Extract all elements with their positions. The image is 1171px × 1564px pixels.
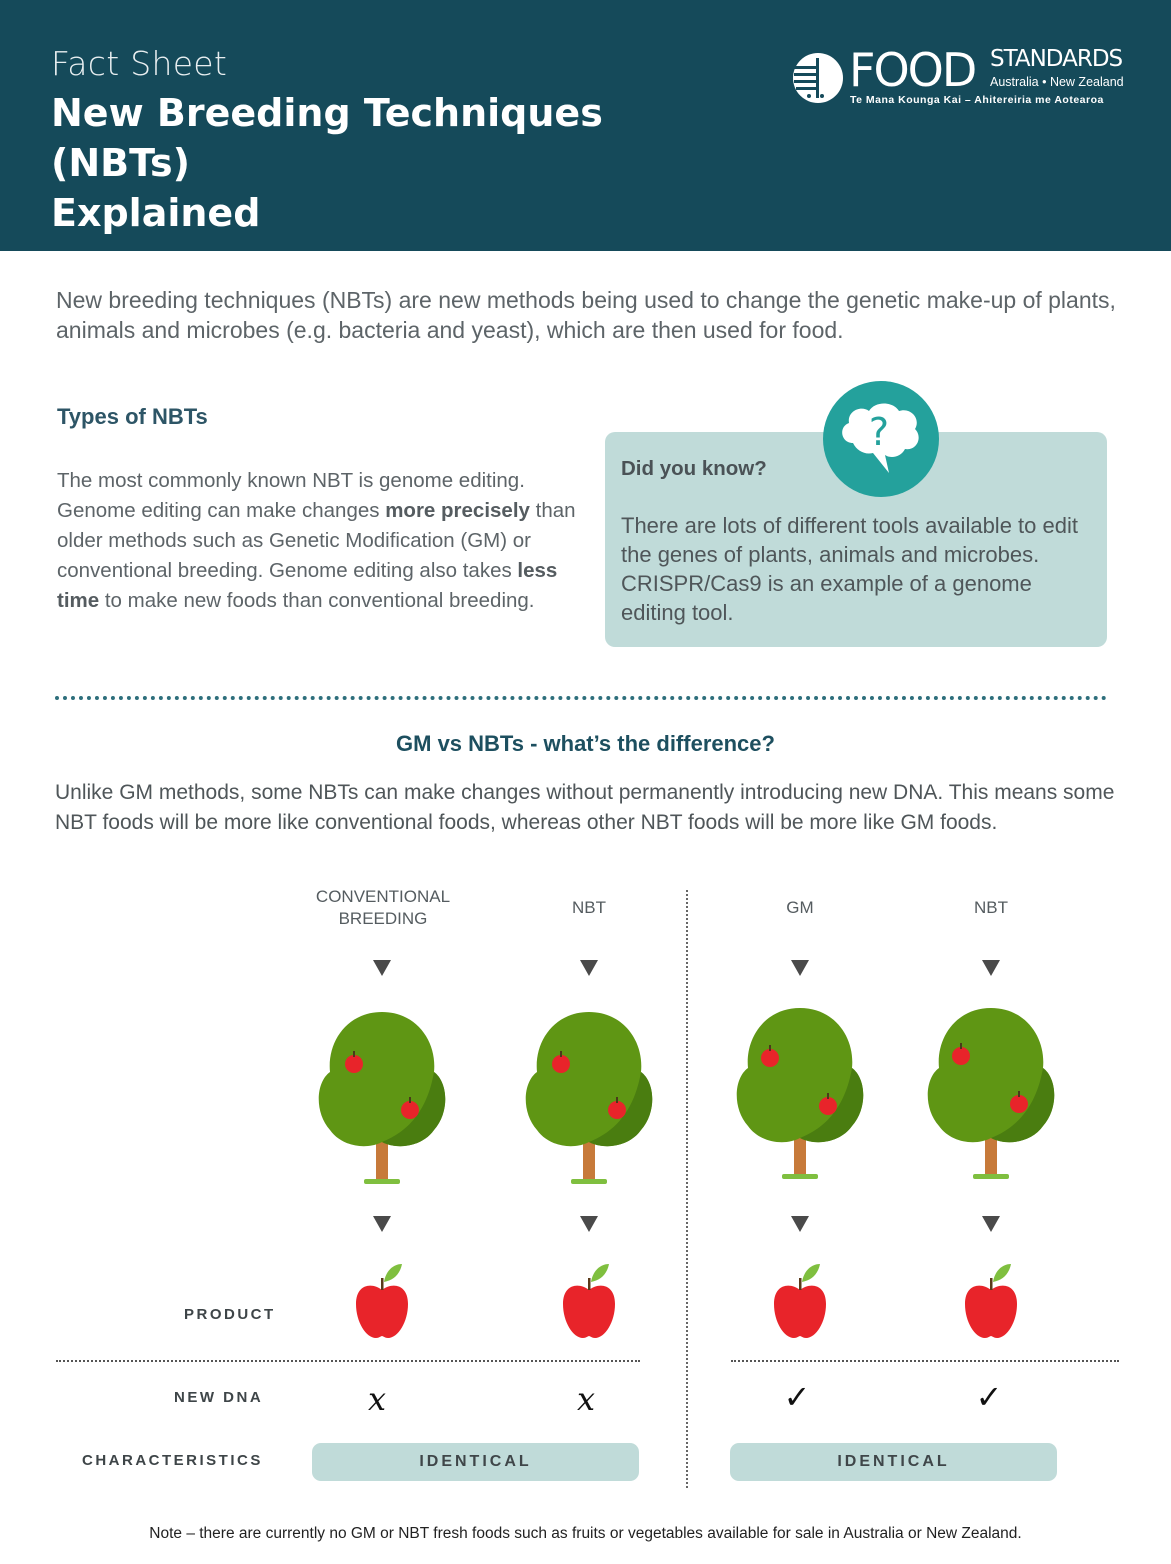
row-divider (56, 1360, 640, 1362)
arrow-down-icon (373, 960, 391, 976)
column-label-line: CONVENTIONAL (315, 887, 451, 906)
arrow-down-icon (791, 1216, 809, 1232)
column-label-conventional-breeding: CONVENTIONAL BREEDING (283, 886, 483, 930)
row-label-characteristics: CHARACTERISTICS (82, 1452, 263, 1469)
types-heading: Types of NBTs (57, 404, 208, 429)
apple-icon (965, 1264, 1017, 1338)
apple-tree-icon (318, 1012, 446, 1184)
column-label-nbt-1: NBT (572, 898, 606, 917)
arrow-down-icon (982, 1216, 1000, 1232)
apple-icon (563, 1264, 615, 1338)
intro-paragraph: New breeding techniques (NBTs) are new m… (56, 287, 1116, 343)
row-label-new-dna: NEW DNA (174, 1389, 264, 1406)
column-label-gm: GM (786, 898, 814, 917)
row-divider (731, 1360, 1119, 1362)
arrow-down-icon (373, 1216, 391, 1232)
title-line-1: New Breeding Techniques (NBTs) (51, 91, 603, 185)
logo-maori-tagline: Te Mana Kounga Kai – Ahitereiria me Aote… (850, 94, 1104, 106)
did-you-know-heading: Did you know? (621, 457, 767, 480)
food-standards-logo-icon (793, 53, 843, 103)
types-text-3: to make new foods than conventional bree… (99, 589, 535, 612)
characteristics-badge-right: IDENTICAL (730, 1443, 1057, 1481)
fact-sheet-kicker: Fact Sheet (51, 44, 228, 83)
apple-tree-icon (525, 1012, 653, 1184)
page-title: New Breeding Techniques (NBTs) Explained (51, 88, 751, 238)
types-bold-precisely: more precisely (385, 499, 530, 522)
types-text-1: The most commonly known NBT is genome ed… (57, 469, 525, 522)
characteristics-badge-left: IDENTICAL (312, 1443, 639, 1481)
question-bubble-icon: ? (823, 381, 939, 497)
section-divider (55, 696, 1107, 700)
apple-icon (356, 1264, 408, 1338)
row-label-product: PRODUCT (184, 1306, 276, 1323)
logo-countries: Australia • New Zealand (990, 75, 1124, 89)
arrow-down-icon (982, 960, 1000, 976)
comparison-paragraph: Unlike GM methods, some NBTs can make ch… (55, 781, 1115, 834)
footnote: Note – there are currently no GM or NBT … (149, 1525, 1022, 1542)
types-paragraph: The most commonly known NBT is genome ed… (57, 466, 577, 616)
did-you-know-text: There are lots of different tools availa… (621, 513, 1078, 625)
column-label-line: BREEDING (338, 909, 428, 928)
logo-word-standards: STANDARDS (990, 46, 1123, 72)
arrow-down-icon (791, 960, 809, 976)
new-dna-no-mark: x (367, 1380, 387, 1418)
types-bold-less-time: less time (57, 559, 558, 612)
header-banner (0, 0, 1171, 251)
new-dna-yes-checkmark: ✓ (783, 1378, 811, 1416)
apple-icon (774, 1264, 826, 1338)
logo-word-food: FOOD (849, 43, 977, 97)
title-line-2: Explained (51, 191, 261, 235)
comparison-heading: GM vs NBTs - what’s the difference? (396, 731, 775, 756)
apple-tree-icon (927, 1008, 1055, 1179)
new-dna-no-mark: x (576, 1380, 596, 1418)
arrow-down-icon (580, 960, 598, 976)
question-mark-glyph: ? (869, 410, 889, 454)
apple-tree-icon (736, 1008, 864, 1179)
column-label-nbt-2: NBT (974, 898, 1008, 917)
arrow-down-icon (580, 1216, 598, 1232)
column-group-divider (686, 890, 688, 1488)
new-dna-yes-checkmark: ✓ (975, 1378, 1003, 1416)
types-text-2: than older methods such as Genetic Modif… (57, 499, 576, 582)
